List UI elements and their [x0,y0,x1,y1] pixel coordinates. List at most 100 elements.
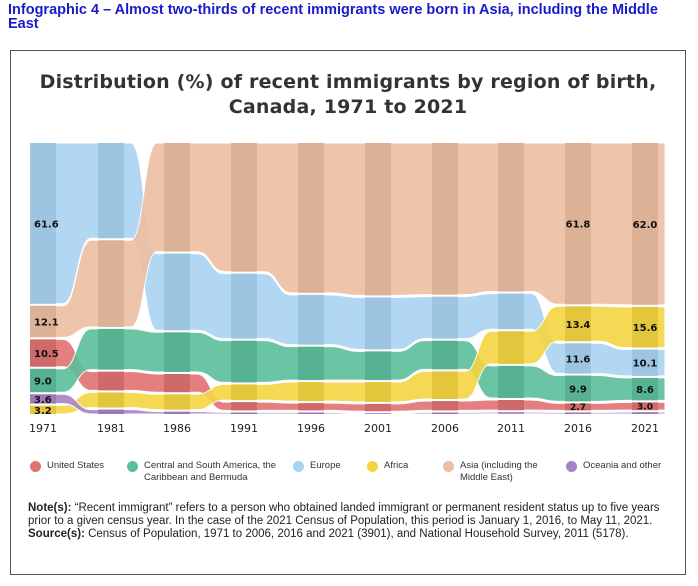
legend-item-africa: Africa [367,460,408,472]
bar-eu-1981 [98,143,124,239]
bar-as-1991 [231,143,257,272]
bar-oc-1996 [298,412,324,414]
data-label: 8.6 [636,385,654,396]
source-label: Source(s): [28,528,85,540]
data-label: 10.5 [34,349,59,360]
bar-as-1981 [98,240,124,327]
data-label: 3.6 [34,395,52,406]
legend-item-oceania: Oceania and other [566,460,661,472]
x-tick-label: 1986 [163,422,191,435]
ribbon-chart: 1971 1981 1986 1991 1996 2001 2006 2011 2016 2021… [29,142,666,435]
bar-us-2006 [432,401,458,411]
bar-af-1986 [164,394,190,410]
x-tick-label: 2001 [364,422,392,435]
x-tick-label: 1991 [230,422,258,435]
bar-us-1981 [98,371,124,391]
legend-label: Asia (including the Middle East) [460,460,538,483]
infographic-heading: Infographic 4 – Almost two-thirds of rec… [8,2,658,32]
bar-as-2011 [498,143,524,292]
bar-af-1991 [231,384,257,401]
bar-oc-2001 [365,413,391,414]
bar-csa-2011 [498,365,524,398]
data-label: 11.6 [566,354,591,365]
bar-eu-2021 [632,349,658,376]
bar-csa-1996 [298,346,324,381]
x-tick-label: 2011 [497,422,525,435]
legend-item-asia: Asia (including the Middle East) [443,460,563,484]
bar-as-1986 [164,143,190,252]
chart-title: Distribution (%) of recent immigrants by… [39,71,657,118]
bar-oc-1986 [164,411,190,414]
bar-us-1996 [298,403,324,411]
note-label: Note(s): [28,502,72,514]
bar-oc-2021 [632,412,658,414]
bar-af-2016 [565,306,591,342]
bar-oc-2006 [432,412,458,414]
legend-label: Europe [310,460,341,471]
x-tick-label: 2021 [631,422,659,435]
legend-swatch [127,461,138,472]
bar-csa-1971 [30,368,56,393]
bar-csa-2016 [565,375,591,402]
bar-eu-2011 [498,293,524,330]
legend-label: Africa [384,460,409,471]
data-label: 3.0 [637,402,653,412]
bar-af-2021 [632,306,658,348]
bar-as-2021 [632,143,658,305]
data-label: 15.6 [633,323,658,334]
bar-csa-2001 [365,351,391,381]
bar-af-1996 [298,382,324,402]
data-label: 61.6 [34,219,59,230]
data-label: 2.7 [570,403,586,413]
data-label: 12.1 [34,318,59,329]
bar-as-1971 [30,305,56,338]
bar-oc-2011 [498,412,524,414]
data-label: 62.0 [633,220,658,231]
bar-us-2021 [632,402,658,411]
bar-af-2011 [498,331,524,364]
bar-af-2006 [432,371,458,400]
bar-eu-1991 [231,273,257,339]
data-label: 3.2 [34,406,52,417]
bar-oc-1971 [30,394,56,404]
bar-csa-2006 [432,340,458,370]
x-tick-label: 1971 [29,422,57,435]
bar-us-1991 [231,402,257,411]
bar-us-1971 [30,339,56,367]
bar-eu-2006 [432,296,458,339]
bar-us-2011 [498,399,524,411]
bar-oc-2016 [565,412,591,414]
bar-csa-1991 [231,340,257,383]
bar-us-2001 [365,403,391,412]
bar-af-1981 [98,392,124,408]
bar-as-2006 [432,143,458,295]
data-label: 61.8 [566,220,591,231]
notes: Note(s): “Recent immigrant” refers to a … [28,502,678,541]
bar-af-1971 [30,405,56,414]
note-text: “Recent immigrant” refers to a person wh… [28,502,660,527]
bar-eu-2016 [565,343,591,374]
data-label: 9.0 [34,377,52,388]
bar-oc-1991 [231,412,257,414]
infographic-frame [10,50,686,575]
bar-eu-1996 [298,294,324,345]
bar-csa-1981 [98,328,124,370]
bar-us-2016 [565,403,591,411]
legend-label: Central and South America, the Caribbean… [144,460,277,483]
legend-swatch [293,461,304,472]
legend-swatch [367,461,378,472]
x-tick-label: 2016 [564,422,592,435]
legend-item-europe: Europe [293,460,341,472]
source-text: Census of Population, 1971 to 2006, 2016… [84,528,629,540]
x-tick-label: 1996 [297,422,325,435]
data-label: 10.1 [633,359,658,370]
bar-as-2016 [565,143,591,305]
bar-csa-2021 [632,377,658,401]
bar-eu-2001 [365,297,391,350]
legend-label: Oceania and other [583,460,662,471]
bar-eu-1986 [164,253,190,331]
bar-eu-1971 [30,143,56,304]
bar-us-1986 [164,373,190,393]
bar-as-1996 [298,143,324,293]
legend-label: United States [47,460,105,471]
